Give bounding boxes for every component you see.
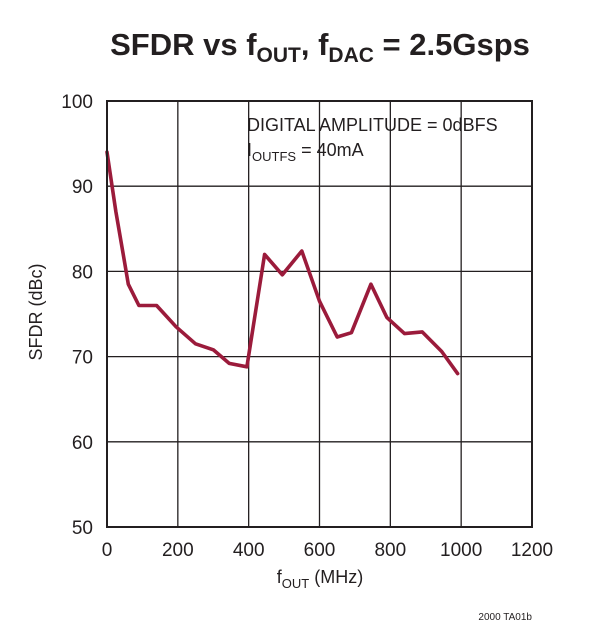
y-tick-label: 100 [61, 92, 93, 113]
x-tick-label: 400 [233, 540, 265, 561]
annotations: DIGITAL AMPLITUDE = 0dBFS IOUTFS = 40mA [247, 115, 498, 164]
text-part: OUTFS [252, 149, 296, 164]
y-tick-label: 50 [72, 518, 93, 539]
text-part: OUT [282, 576, 310, 591]
y-axis-label: SFDR (dBc) [26, 263, 46, 360]
text-part: = 2.5Gsps [374, 27, 530, 62]
text-part: DIGITAL AMPLITUDE = 0dBFS [247, 115, 498, 135]
text-part: SFDR vs f [110, 27, 257, 62]
annotation-text: DIGITAL AMPLITUDE = 0dBFS [247, 115, 498, 135]
x-tick-label: 200 [162, 540, 194, 561]
x-tick-label: 800 [374, 540, 406, 561]
x-tick-label: 1000 [440, 540, 482, 561]
text-part: , f [301, 27, 329, 62]
plot-frame [106, 100, 533, 528]
y-tick-label: 70 [72, 348, 93, 369]
text-part: I [247, 140, 252, 160]
series-lines [105, 150, 460, 376]
chart-title: SFDR vs fOUT, fDAC = 2.5Gsps [110, 27, 530, 67]
x-tick-labels: 0 200 400 600 800 1000 1200 [102, 540, 553, 561]
series-line [105, 150, 460, 376]
x-tick-label: 1200 [511, 540, 553, 561]
text-part: DAC [328, 44, 374, 67]
y-tick-label: 80 [72, 262, 93, 283]
y-tick-label: 60 [72, 433, 93, 454]
footnote: 2000 TA01b [478, 612, 532, 623]
x-tick-label: 0 [102, 540, 113, 561]
text-part: f [277, 567, 283, 587]
x-axis-label: fOUT (MHz) [277, 567, 363, 591]
text-part: OUT [257, 44, 302, 67]
y-tick-labels: 50 60 70 80 90 100 [61, 92, 93, 539]
x-tick-label: 600 [304, 540, 336, 561]
grid [107, 101, 532, 527]
text-part: (MHz) [309, 567, 363, 587]
y-tick-label: 90 [72, 177, 93, 198]
text-part: = 40mA [296, 140, 364, 160]
annotation-text: IOUTFS = 40mA [247, 140, 364, 164]
